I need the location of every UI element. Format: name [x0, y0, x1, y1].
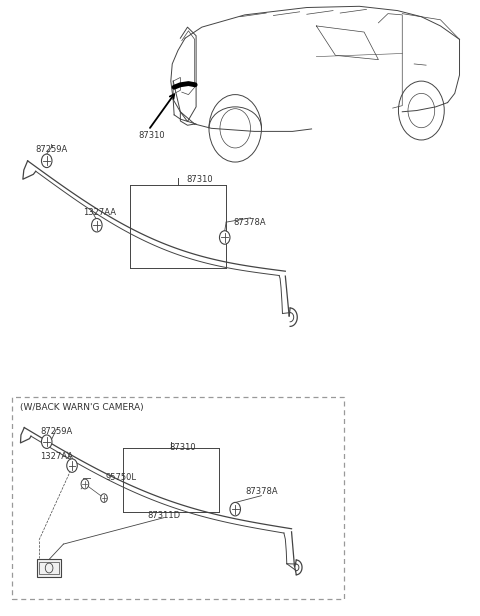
Circle shape: [81, 479, 89, 489]
Circle shape: [67, 459, 77, 472]
Circle shape: [101, 494, 108, 503]
Circle shape: [230, 503, 240, 516]
Text: 87310: 87310: [186, 175, 213, 184]
Text: (W/BACK WARN'G CAMERA): (W/BACK WARN'G CAMERA): [21, 403, 144, 412]
Bar: [12, 397, 344, 599]
Text: 87311D: 87311D: [147, 511, 180, 520]
Text: 1327AA: 1327AA: [40, 452, 73, 461]
Text: 1327AA: 1327AA: [83, 208, 116, 217]
Text: 87310: 87310: [169, 444, 196, 452]
Circle shape: [41, 435, 52, 448]
Text: 95750L: 95750L: [105, 472, 136, 482]
Text: 87378A: 87378A: [233, 217, 266, 227]
Circle shape: [92, 219, 102, 232]
Bar: [37, 559, 61, 577]
Text: 87259A: 87259A: [36, 145, 68, 154]
Text: 87378A: 87378A: [245, 487, 278, 496]
Bar: [39, 562, 59, 574]
Circle shape: [219, 231, 230, 244]
Text: 87259A: 87259A: [40, 428, 72, 436]
Text: 87310: 87310: [138, 131, 165, 140]
Circle shape: [41, 154, 52, 168]
